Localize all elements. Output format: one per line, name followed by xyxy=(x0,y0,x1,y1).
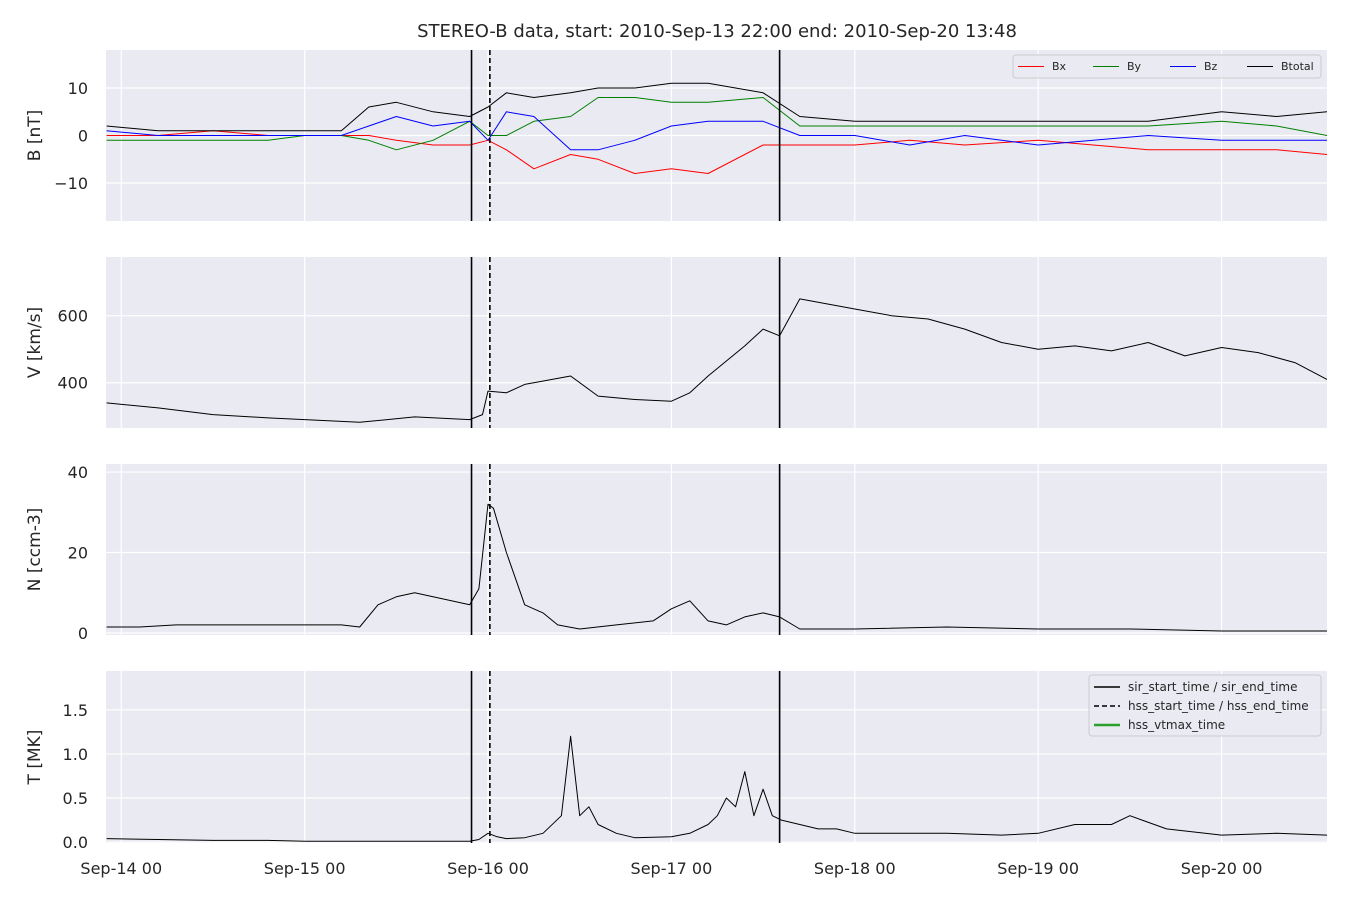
legend-label-bz: Bz xyxy=(1204,60,1218,73)
mag-panel: −10 0 10 B [nT] Bx By Bz Btotal xyxy=(25,50,1327,221)
event-legend-box xyxy=(1088,674,1322,737)
density-panel: 0 20 40 N [ccm-3] xyxy=(25,463,1327,643)
x-tick-label: Sep-19 00 xyxy=(997,859,1079,878)
mag-y-tick-label: −10 xyxy=(54,174,88,193)
density-y-tick-label: 40 xyxy=(68,463,88,482)
event-legend: sir_start_time / sir_end_time hss_start_t… xyxy=(1088,674,1322,737)
legend-label-by: By xyxy=(1127,60,1142,73)
speed-y-tick-label: 600 xyxy=(57,307,88,326)
density-series-n xyxy=(106,503,1327,632)
density-panel-background xyxy=(106,464,1327,635)
mag-y-tick-label: 0 xyxy=(78,127,88,146)
mag-y-tick-label: 10 xyxy=(68,79,88,98)
x-tick-label: Sep-20 00 xyxy=(1181,859,1263,878)
temperature-y-tick-label: 0.0 xyxy=(63,833,88,852)
x-tick-label: Sep-17 00 xyxy=(631,859,713,878)
mag-legend-box xyxy=(1012,54,1322,79)
x-tick-label: Sep-15 00 xyxy=(264,859,346,878)
mag-y-axis-label: B [nT] xyxy=(25,110,45,162)
speed-panel: 400 600 V [km/s] xyxy=(25,257,1327,428)
temperature-y-tick-label: 1.0 xyxy=(63,745,88,764)
mag-series-bz xyxy=(106,111,1327,151)
x-tick-label: Sep-18 00 xyxy=(814,859,896,878)
x-tick-label: Sep-16 00 xyxy=(447,859,529,878)
speed-series-v xyxy=(106,298,1327,423)
temperature-y-axis-label: T [MK] xyxy=(25,730,45,786)
temperature-y-tick-label: 0.5 xyxy=(63,789,88,808)
temperature-y-tick-label: 1.5 xyxy=(63,701,88,720)
chart-title: STEREO-B data, start: 2010-Sep-13 22:00 … xyxy=(417,21,1017,42)
density-y-tick-label: 20 xyxy=(68,544,88,563)
legend-label-bx: Bx xyxy=(1052,60,1067,73)
speed-y-tick-label: 400 xyxy=(57,374,88,393)
x-tick-label: Sep-14 00 xyxy=(80,859,162,878)
temperature-series-t xyxy=(106,735,1327,842)
speed-y-axis-label: V [km/s] xyxy=(25,307,45,378)
legend-label-btotal: Btotal xyxy=(1281,60,1314,73)
event-legend-label: sir_start_time / sir_end_time xyxy=(1128,680,1298,694)
mag-series-btotal xyxy=(106,82,1327,132)
density-y-axis-label: N [ccm-3] xyxy=(25,508,45,592)
density-y-tick-label: 0 xyxy=(78,624,88,643)
speed-panel-background xyxy=(106,257,1327,428)
temperature-panel: 0.0 0.5 1.0 1.5 T [MK] sir_start_time / sir_e… xyxy=(25,671,1327,878)
event-legend-label: hss_vtmax_time xyxy=(1128,718,1225,732)
event-legend-label: hss_start_time / hss_end_time xyxy=(1128,699,1309,713)
mag-legend: Bx By Bz Btotal xyxy=(1012,54,1322,79)
